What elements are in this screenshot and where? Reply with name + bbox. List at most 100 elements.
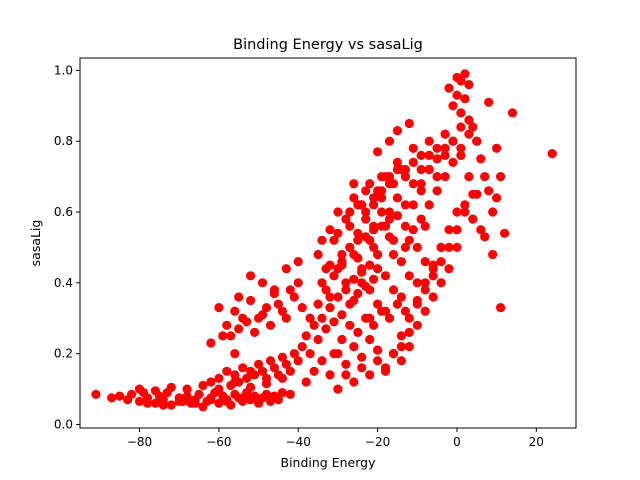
data-point xyxy=(234,292,244,302)
data-point xyxy=(480,172,490,182)
data-point xyxy=(380,366,391,376)
data-point xyxy=(388,349,399,359)
data-point xyxy=(384,172,395,182)
data-point xyxy=(404,235,414,245)
data-point xyxy=(384,232,395,242)
data-point xyxy=(492,143,502,153)
chart-title: Binding Energy vs sasaLig xyxy=(233,37,423,53)
data-point xyxy=(373,299,383,309)
data-point xyxy=(380,271,391,281)
data-point xyxy=(361,232,371,242)
data-point xyxy=(226,380,236,391)
data-point xyxy=(190,398,200,408)
data-point xyxy=(357,352,367,362)
data-point xyxy=(464,129,474,139)
data-point xyxy=(361,186,371,196)
data-point xyxy=(325,303,335,313)
data-point xyxy=(400,172,410,182)
data-point xyxy=(392,211,402,221)
data-point xyxy=(198,380,208,391)
data-point xyxy=(273,370,283,380)
data-point xyxy=(456,76,466,86)
data-point xyxy=(444,225,454,235)
y-tick-label: 0.4 xyxy=(54,276,73,290)
data-point xyxy=(349,342,359,352)
data-point xyxy=(432,154,442,164)
data-point xyxy=(166,400,176,410)
data-point xyxy=(277,352,287,362)
data-point xyxy=(416,214,426,224)
data-point xyxy=(369,320,379,330)
data-point xyxy=(377,221,387,231)
data-point xyxy=(214,373,224,383)
data-point xyxy=(456,108,466,118)
data-point xyxy=(440,172,450,182)
data-point xyxy=(408,225,418,235)
data-point xyxy=(353,288,363,299)
data-point xyxy=(400,221,410,231)
data-point xyxy=(392,126,402,136)
data-point xyxy=(369,225,379,235)
data-point xyxy=(174,396,184,406)
data-point xyxy=(452,207,462,217)
data-point xyxy=(166,382,176,392)
data-point xyxy=(420,278,430,288)
data-point xyxy=(341,278,351,288)
data-point xyxy=(353,228,363,238)
data-point xyxy=(293,278,303,288)
data-point xyxy=(273,299,283,309)
data-point xyxy=(230,349,240,359)
data-point xyxy=(412,320,422,330)
data-point xyxy=(357,200,367,210)
x-tick-label: −40 xyxy=(286,435,311,449)
data-point xyxy=(404,271,414,281)
data-point xyxy=(408,157,418,167)
data-point xyxy=(400,164,410,175)
data-point xyxy=(127,389,137,399)
data-point xyxy=(234,324,244,334)
data-point xyxy=(261,373,272,383)
data-point xyxy=(452,90,462,100)
data-point xyxy=(448,157,458,167)
plot-frame xyxy=(79,57,577,429)
data-point xyxy=(313,334,323,345)
data-point xyxy=(436,242,446,252)
data-point xyxy=(444,83,454,93)
data-point xyxy=(384,179,395,189)
data-point xyxy=(265,356,276,366)
data-point xyxy=(365,370,375,380)
data-point xyxy=(325,370,335,380)
data-point xyxy=(329,235,339,245)
data-point xyxy=(420,221,430,231)
data-point xyxy=(428,292,438,302)
data-point xyxy=(317,313,327,323)
data-point xyxy=(436,278,446,288)
data-point xyxy=(452,225,462,235)
data-point xyxy=(257,278,268,288)
x-axis-ticks: −80 −60 −40 −20 0 20 xyxy=(127,428,544,449)
data-point xyxy=(420,257,430,267)
data-point xyxy=(317,235,327,245)
data-point xyxy=(353,253,363,263)
data-point xyxy=(373,186,383,196)
data-point xyxy=(281,359,291,369)
data-point xyxy=(404,327,414,337)
data-point xyxy=(345,242,355,252)
data-point xyxy=(317,278,327,288)
y-tick-label: 0.8 xyxy=(54,134,73,148)
data-point xyxy=(420,306,430,316)
data-point xyxy=(488,207,498,217)
data-point xyxy=(353,327,363,337)
data-point xyxy=(460,200,470,210)
data-point xyxy=(337,310,347,320)
data-point xyxy=(365,313,375,323)
data-point xyxy=(460,207,470,217)
data-point xyxy=(357,264,367,274)
data-point xyxy=(107,393,117,403)
data-point xyxy=(496,172,506,182)
data-point xyxy=(250,327,260,337)
data-point xyxy=(301,377,311,387)
data-point xyxy=(369,242,379,252)
data-point xyxy=(428,260,438,270)
data-point xyxy=(238,363,248,373)
